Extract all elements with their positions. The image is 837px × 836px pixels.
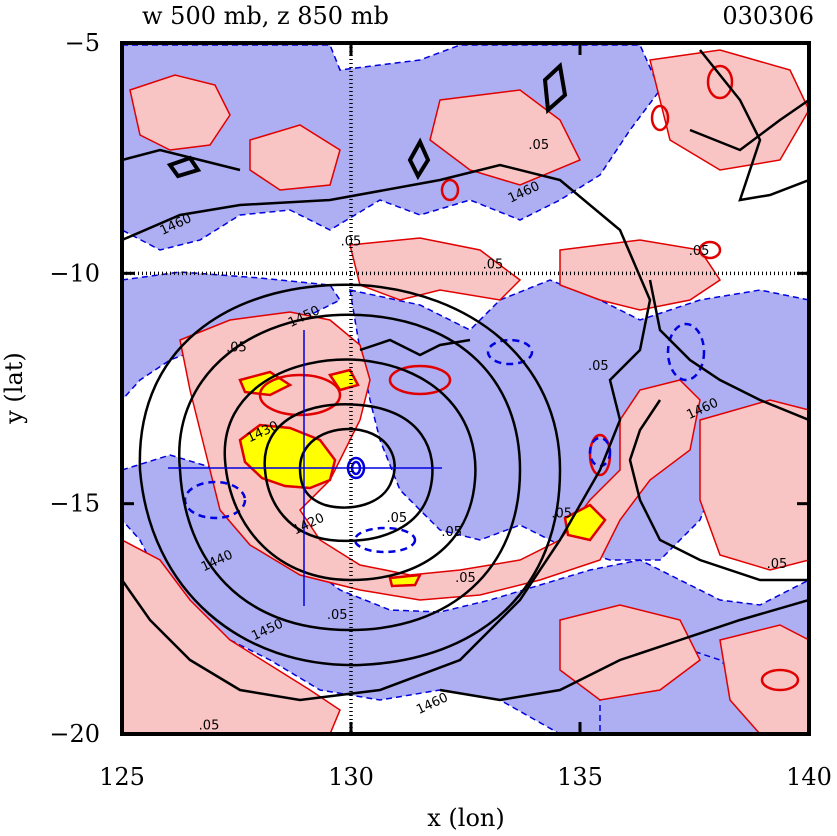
height-contour-1430 (263, 403, 434, 543)
plot-frame (120, 41, 811, 736)
x-tick-label: 135 (557, 763, 603, 791)
w-contour-label: .05 (441, 525, 462, 540)
chart-title-right: 030306 (722, 2, 814, 30)
height-contour-1460 (122, 163, 652, 702)
w-contour-label: .05 (483, 258, 504, 273)
w-contour-label: .05 (551, 506, 572, 521)
w-contour-ring (760, 668, 800, 692)
w-contour-label: .05 (528, 138, 549, 153)
y-tick-label: −10 (49, 259, 100, 287)
x-tick-label: 140 (786, 763, 832, 791)
positive-region (719, 624, 809, 734)
positive-region (559, 604, 701, 701)
w-contour-label: .05 (199, 718, 220, 733)
w-contour-ring (440, 178, 460, 202)
y-tick-label: −5 (65, 29, 100, 57)
y-tick-label: −20 (49, 720, 100, 748)
w-contour-label: .05 (588, 359, 609, 374)
w-contour-label: .05 (455, 571, 476, 586)
height-contour-fragment (359, 338, 471, 357)
w-negative-contour (486, 338, 534, 366)
w-contour-label: .05 (386, 511, 407, 526)
height-contour-1460-west (122, 148, 241, 172)
w-contour-label: .05 (327, 608, 348, 623)
positive-region (249, 124, 341, 191)
strong-positive-region (388, 573, 423, 588)
w-contour-ring (258, 373, 342, 417)
positive-region (649, 49, 809, 171)
positive-region (122, 539, 341, 734)
height-contour-loop (407, 137, 431, 181)
w-negative-contour (666, 322, 706, 382)
x-tick-label: 125 (99, 763, 145, 791)
w-contour-label: .05 (689, 244, 710, 259)
height-contour-1450-outer (138, 283, 562, 667)
height-contour-edge-east (628, 399, 809, 582)
w-contour-label: .05 (341, 235, 362, 250)
w-negative-contour (183, 480, 247, 520)
w-contour-ring (650, 104, 670, 132)
grid-lines (122, 43, 809, 734)
w-contour-labels: .05 .05 .05 .05 .05 .05 .05 .05 .05 .05 .05 .05 .05 (199, 138, 788, 733)
height-contour-1420 (298, 427, 396, 509)
height-contour-1460-northeast (648, 279, 809, 422)
height-contour-loop (166, 155, 202, 179)
height-contour-1450 (177, 313, 522, 632)
height-contour-loop (542, 62, 568, 115)
w-contour-ring (706, 64, 734, 100)
w-contour-ring (698, 240, 722, 260)
w-contour-label: .05 (226, 341, 247, 356)
y-axis-label: y (lat) (0, 352, 28, 425)
height-contour-northeast (699, 49, 809, 202)
positive-region (349, 237, 522, 301)
height-contour-1460-east (689, 98, 809, 152)
height-contour-1460-south (439, 598, 809, 702)
positive-region (129, 74, 231, 151)
x-tick-label: 130 (328, 763, 374, 791)
height-contour-1440 (223, 358, 477, 582)
w-negative-contour (353, 526, 417, 554)
y-tick-label: −15 (49, 490, 100, 518)
positive-region (429, 89, 582, 186)
x-axis-label: x (lon) (427, 804, 504, 832)
positive-region (699, 399, 809, 571)
w-contour-label: .05 (767, 557, 788, 572)
w-negative-contour (588, 436, 612, 468)
chart-title-left: w 500 mb, z 850 mb (142, 2, 389, 30)
axis-ticks: 125 130 135 140 −5 −10 −15 −20 (49, 29, 832, 791)
w-contour-ring (388, 364, 452, 396)
